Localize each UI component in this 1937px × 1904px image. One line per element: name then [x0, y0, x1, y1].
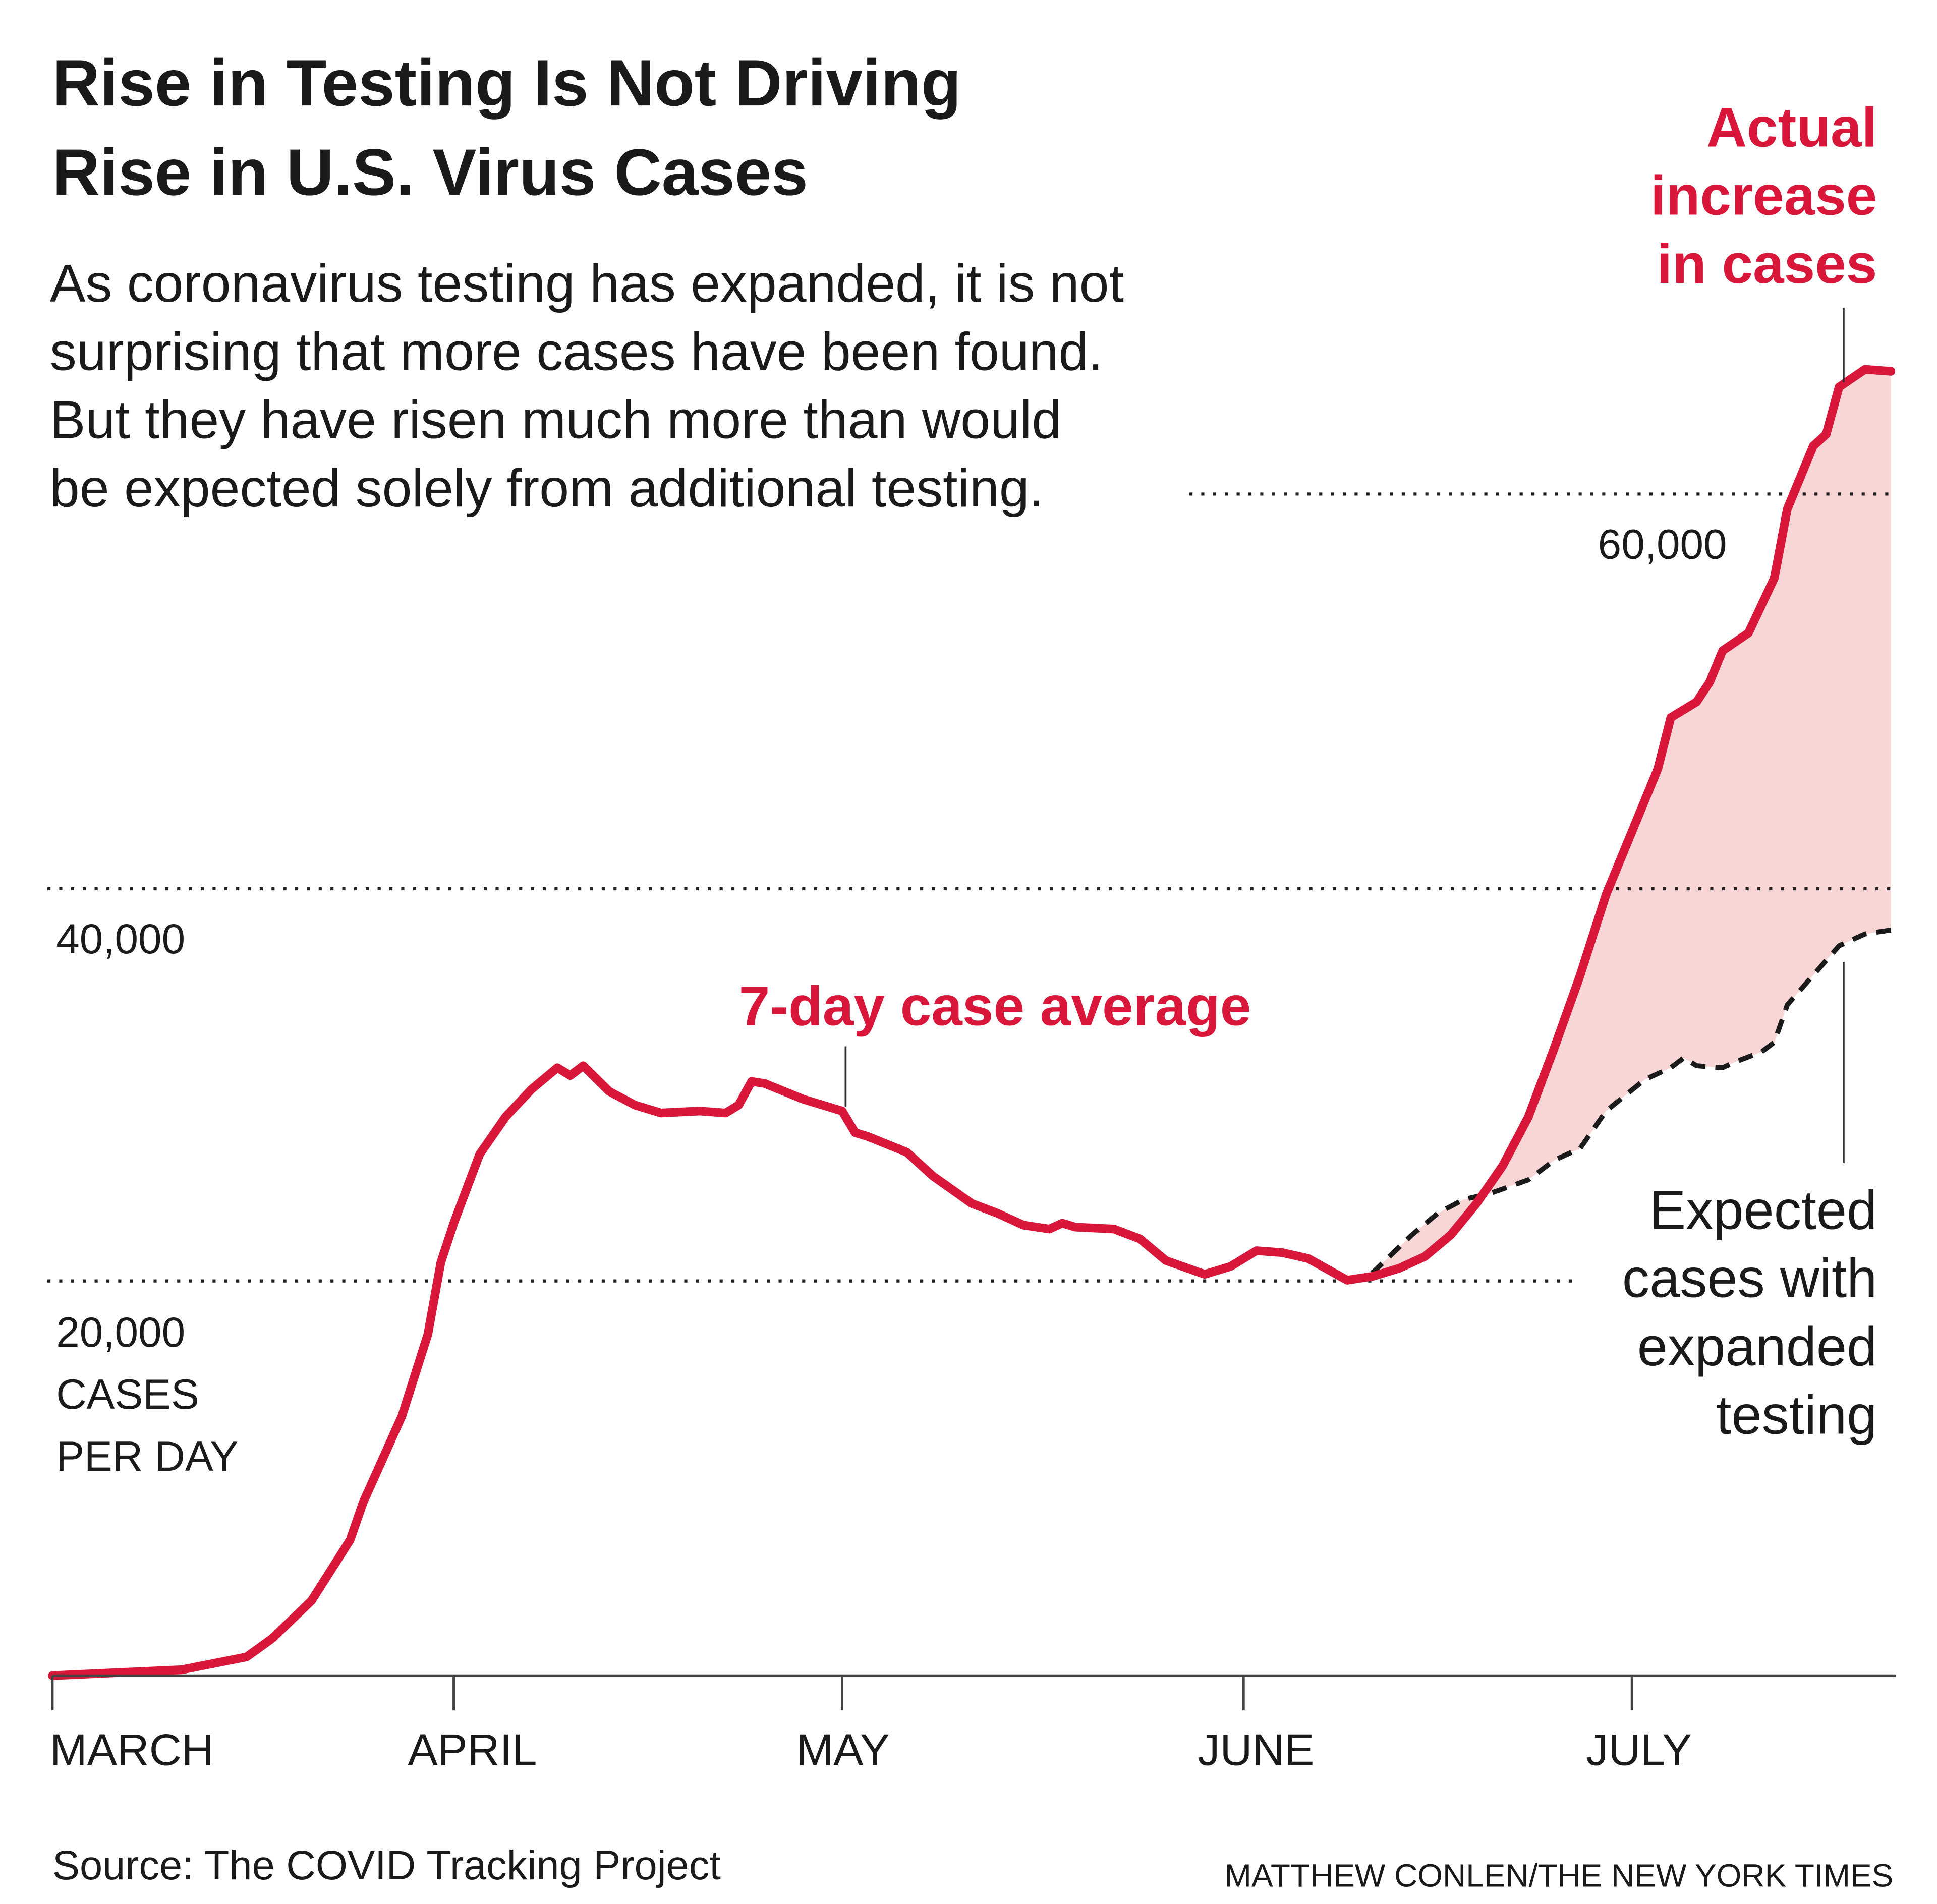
expected-label-line-2: cases with — [1622, 1248, 1877, 1309]
y-unit-line-1: CASES — [56, 1370, 199, 1418]
gap-area-layer — [1347, 369, 1891, 1281]
source-note: Source: The COVID Tracking Project — [52, 1842, 721, 1888]
y-tick-label-20000: 20,000 — [56, 1308, 185, 1356]
gridlines — [47, 492, 1896, 1283]
actual-label-line-2: increase — [1650, 165, 1877, 227]
actual-label-line-3: in cases — [1657, 233, 1877, 295]
series-label-7-day-average: 7-day case average — [739, 975, 1251, 1037]
x-ticks: MARCH APRIL MAY JUNE JULY — [50, 1676, 1692, 1774]
expected-cases-line — [1346, 928, 1892, 1283]
x-tick-label-april: APRIL — [408, 1724, 537, 1774]
gap-area — [1347, 369, 1891, 1281]
subtitle-line-2: surprising that more cases have been fou… — [50, 322, 1103, 381]
chart-title-line-2: Rise in U.S. Virus Cases — [52, 135, 808, 209]
series-layer — [48, 365, 1896, 1680]
actual-cases-line — [48, 365, 1896, 1680]
y-tick-label-60000: 60,000 — [1598, 520, 1727, 567]
subtitle-line-4: be expected solely from additional testi… — [50, 458, 1044, 518]
expected-label-line-1: Expected — [1649, 1179, 1877, 1240]
actual-label-line-1: Actual — [1706, 96, 1877, 158]
expected-label-line-4: testing — [1716, 1384, 1877, 1445]
x-tick-label-may: MAY — [796, 1724, 890, 1774]
chart-title-line-1: Rise in Testing Is Not Driving — [52, 46, 961, 120]
x-tick-label-june: JUNE — [1198, 1724, 1314, 1774]
credit-line: MATTHEW CONLEN/THE NEW YORK TIMES — [1225, 1858, 1894, 1894]
x-tick-label-july: JULY — [1586, 1724, 1692, 1774]
subtitle-line-1: As coronavirus testing has expanded, it … — [50, 254, 1124, 313]
subtitle-line-3: But they have risen much more than would — [50, 390, 1061, 450]
x-tick-label-march: MARCH — [50, 1724, 214, 1774]
y-tick-label-40000: 40,000 — [56, 915, 185, 962]
expected-label-line-3: expanded — [1637, 1316, 1877, 1377]
y-unit-line-2: PER DAY — [56, 1432, 238, 1480]
